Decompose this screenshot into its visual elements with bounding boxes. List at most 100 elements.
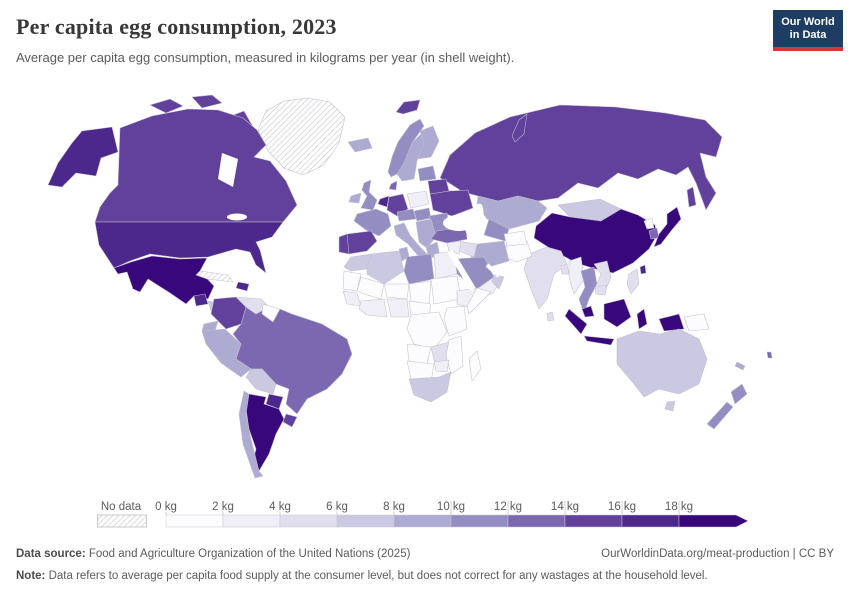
world-map[interactable] [0, 94, 850, 495]
country-finland[interactable] [416, 125, 440, 160]
country-poland[interactable] [406, 190, 430, 209]
country-belarus[interactable] [427, 178, 450, 195]
country-france[interactable] [353, 208, 392, 237]
country-senegal_guinea[interactable] [342, 290, 362, 307]
country-svalbard[interactable] [395, 99, 421, 115]
country-sakhalin[interactable] [686, 186, 697, 208]
country-ireland[interactable] [348, 192, 362, 204]
country-czech_austria[interactable] [396, 208, 417, 222]
country-angola[interactable] [406, 343, 432, 365]
owid-link[interactable]: OurWorldinData.org/meat-production | CC … [601, 548, 834, 560]
country-benelux[interactable] [377, 195, 390, 208]
country-greenland[interactable] [257, 97, 346, 176]
country-new_zealand[interactable] [730, 383, 748, 405]
country-usa[interactable] [94, 221, 284, 274]
country-uk[interactable] [360, 179, 378, 211]
country-ukraine[interactable] [429, 189, 474, 217]
country-canada_islands[interactable] [191, 94, 223, 109]
country-iceland[interactable] [347, 137, 373, 153]
continent-europe [338, 99, 723, 265]
country-new_caledonia[interactable] [734, 361, 746, 371]
legend-bin-0-2 kg[interactable] [165, 514, 224, 528]
no-data-swatch[interactable] [97, 514, 147, 528]
legend-tick-label: 8 kg [383, 501, 405, 513]
country-libya[interactable] [403, 253, 435, 285]
country-oman_uae[interactable] [491, 273, 505, 290]
country-indonesia[interactable] [583, 335, 615, 346]
legend-bin-12-14 kg[interactable] [507, 514, 566, 528]
country-balkans[interactable] [415, 218, 437, 249]
legend-bin-4-6 kg[interactable] [279, 514, 338, 528]
country-north_korea[interactable] [643, 217, 655, 230]
country-cambodia[interactable] [594, 284, 608, 296]
country-canada_islands[interactable] [149, 98, 184, 114]
country-taiwan[interactable] [639, 264, 647, 275]
country-sri_lanka[interactable] [546, 311, 555, 322]
country-hungary[interactable] [413, 207, 432, 222]
country-mozambique[interactable] [445, 335, 464, 375]
country-denmark[interactable] [388, 180, 398, 191]
country-bangladesh[interactable] [560, 263, 570, 275]
country-malaysia[interactable] [581, 305, 595, 318]
country-papua_new_guinea[interactable] [683, 313, 710, 332]
country-chad[interactable] [408, 280, 432, 305]
country-sudan[interactable] [430, 275, 462, 305]
country-philippines[interactable] [626, 268, 640, 295]
country-dominican_republic[interactable] [235, 281, 250, 292]
country-myanmar[interactable] [568, 256, 585, 295]
country-indonesia[interactable] [636, 308, 648, 330]
country-indonesia[interactable] [603, 298, 632, 328]
country-uruguay[interactable] [282, 413, 298, 428]
country-new_zealand[interactable] [706, 401, 734, 430]
country-kenya_tanzania[interactable] [443, 305, 468, 337]
country-central_asia[interactable] [483, 218, 510, 242]
country-cuba[interactable] [195, 270, 234, 283]
legend-bin-2-4 kg[interactable] [222, 514, 281, 528]
country-canada[interactable] [94, 108, 298, 223]
country-thailand[interactable] [578, 266, 598, 315]
country-mali[interactable] [356, 276, 385, 300]
country-norway[interactable] [387, 118, 425, 178]
country-afghanistan[interactable] [503, 230, 528, 247]
country-algeria[interactable] [366, 250, 405, 285]
hudson-bay [218, 153, 238, 187]
country-tasmania[interactable] [664, 400, 676, 412]
country-alaska[interactable] [47, 126, 119, 188]
country-madagascar[interactable] [468, 350, 482, 382]
country-australia[interactable] [616, 328, 708, 398]
continent-north-america [47, 94, 346, 327]
country-fiji[interactable] [766, 351, 773, 359]
country-bolivia[interactable] [245, 368, 277, 395]
country-south_africa[interactable] [408, 371, 452, 403]
country-japan[interactable] [653, 206, 682, 248]
country-chile[interactable] [238, 390, 264, 479]
country-indonesia[interactable] [564, 308, 588, 335]
note: Note: Data refers to average per capita … [16, 570, 708, 582]
country-morocco[interactable] [343, 253, 372, 272]
owid-logo[interactable]: Our World in Data [773, 10, 843, 51]
country-baltics[interactable] [417, 165, 437, 182]
country-nigeria[interactable] [386, 298, 410, 318]
country-guyanas[interactable] [261, 303, 281, 323]
legend-bin-10-12 kg[interactable] [450, 514, 509, 528]
red-sea [447, 249, 476, 291]
country-zimbabwe[interactable] [433, 359, 450, 373]
legend-bin-18+ kg[interactable] [678, 514, 749, 528]
legend-bin-6-8 kg[interactable] [336, 514, 395, 528]
legend-scale[interactable]: 0 kg 2 kg 4 kg 6 kg 8 kg 10 kg 12 kg 14 kg 16 kg… [154, 500, 749, 528]
country-russia[interactable] [439, 104, 723, 211]
legend-bin-16-18 kg[interactable] [621, 514, 680, 528]
country-indonesia[interactable] [658, 313, 685, 332]
legend-bin-14-16 kg[interactable] [564, 514, 623, 528]
country-west_africa_coast[interactable] [358, 298, 388, 318]
country-portugal[interactable] [338, 233, 350, 255]
legend-tick-label: 16 kg [608, 501, 636, 513]
country-italy[interactable] [393, 222, 428, 259]
country-somalia[interactable] [466, 287, 492, 315]
country-india[interactable] [523, 246, 568, 310]
country-niger[interactable] [383, 283, 410, 300]
legend-bin-8-10 kg[interactable] [393, 514, 452, 528]
country-drc[interactable] [406, 311, 448, 350]
country-guatemala[interactable] [193, 293, 209, 307]
country-novaya_zemlya[interactable] [511, 113, 528, 143]
